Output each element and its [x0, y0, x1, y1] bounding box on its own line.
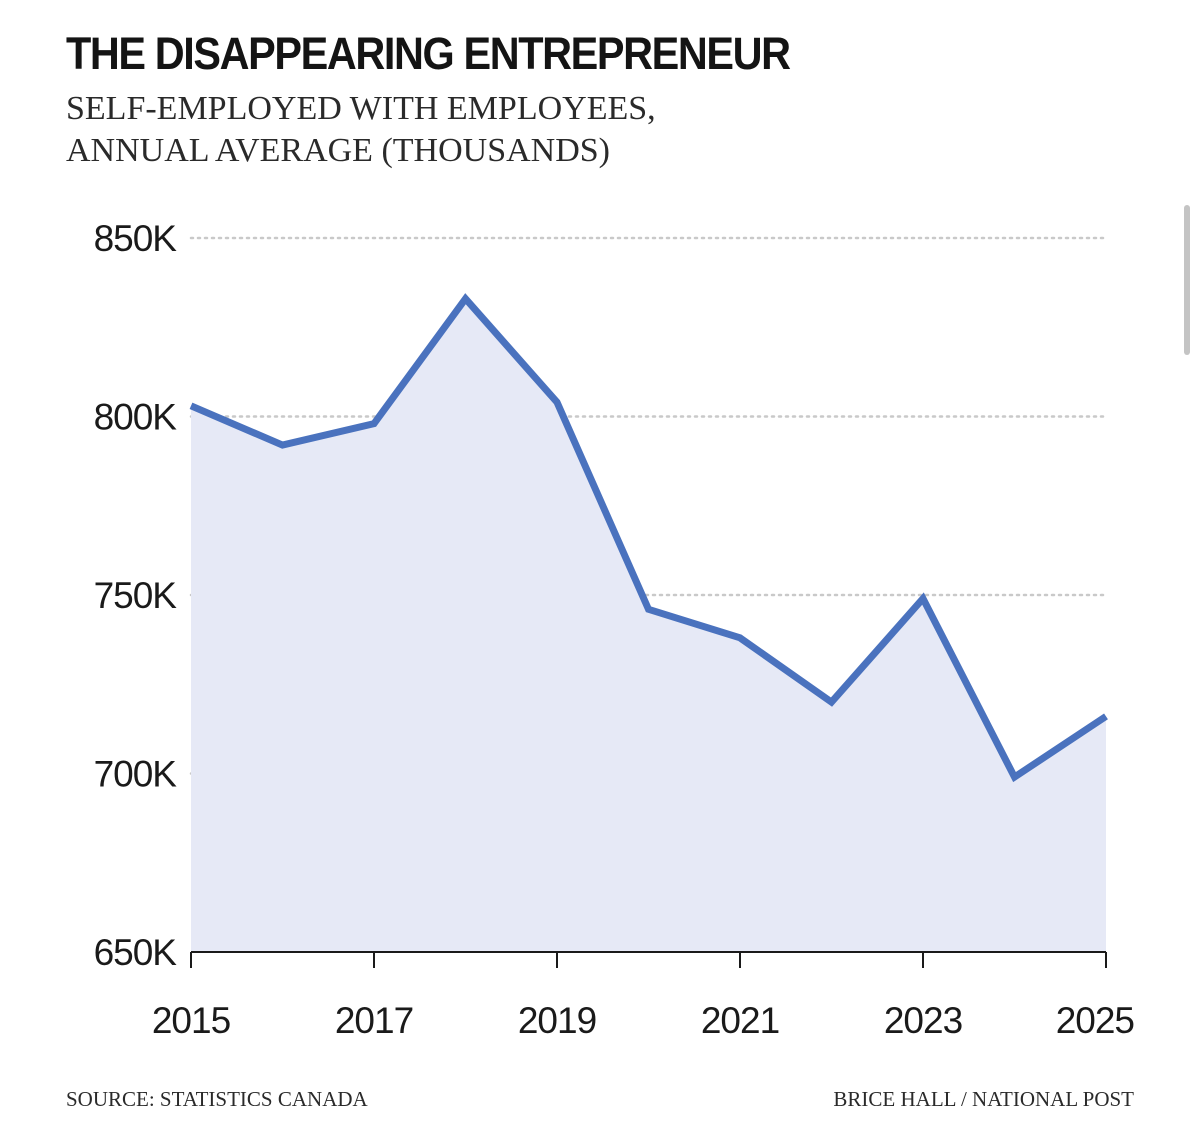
chart-subtitle-line-1: SELF-EMPLOYED WITH EMPLOYEES,: [66, 90, 656, 127]
series-line: [189, 293, 1108, 783]
area-fill-layer: [191, 298, 1106, 952]
y-tick-label-750K: 750K: [94, 575, 178, 616]
area-fill: [191, 298, 1106, 952]
axes: [190, 951, 1107, 968]
y-tick-label-850K: 850K: [94, 218, 178, 259]
y-tick-label-650K: 650K: [94, 932, 178, 973]
y-tick-label-800K: 800K: [94, 397, 178, 438]
x-tick-label-2019: 2019: [518, 1000, 596, 1041]
source-note: SOURCE: STATISTICS CANADA: [66, 1087, 368, 1111]
credit-note: BRICE HALL / NATIONAL POST: [833, 1087, 1134, 1111]
series-line-layer: [189, 293, 1108, 783]
scrollbar-thumb[interactable]: [1184, 205, 1190, 355]
chart-title: THE DISAPPEARING ENTREPRENEUR: [66, 28, 791, 79]
chart-subtitle-line-2: ANNUAL AVERAGE (THOUSANDS): [66, 132, 610, 169]
x-tick-label-2015: 2015: [152, 1000, 231, 1041]
y-tick-label-700K: 700K: [94, 754, 178, 795]
x-tick-label-2023: 2023: [884, 1000, 962, 1041]
x-tick-label-2025: 2025: [1056, 1000, 1135, 1041]
x-tick-label-2017: 2017: [335, 1000, 413, 1041]
chart-subtitle: SELF-EMPLOYED WITH EMPLOYEES, ANNUAL AVE…: [66, 88, 656, 172]
tick-labels: 650K 700K 750K 800K 850K 2015 2017 2019 2021 2023…: [94, 218, 1136, 1041]
x-tick-label-2021: 2021: [701, 1000, 779, 1041]
